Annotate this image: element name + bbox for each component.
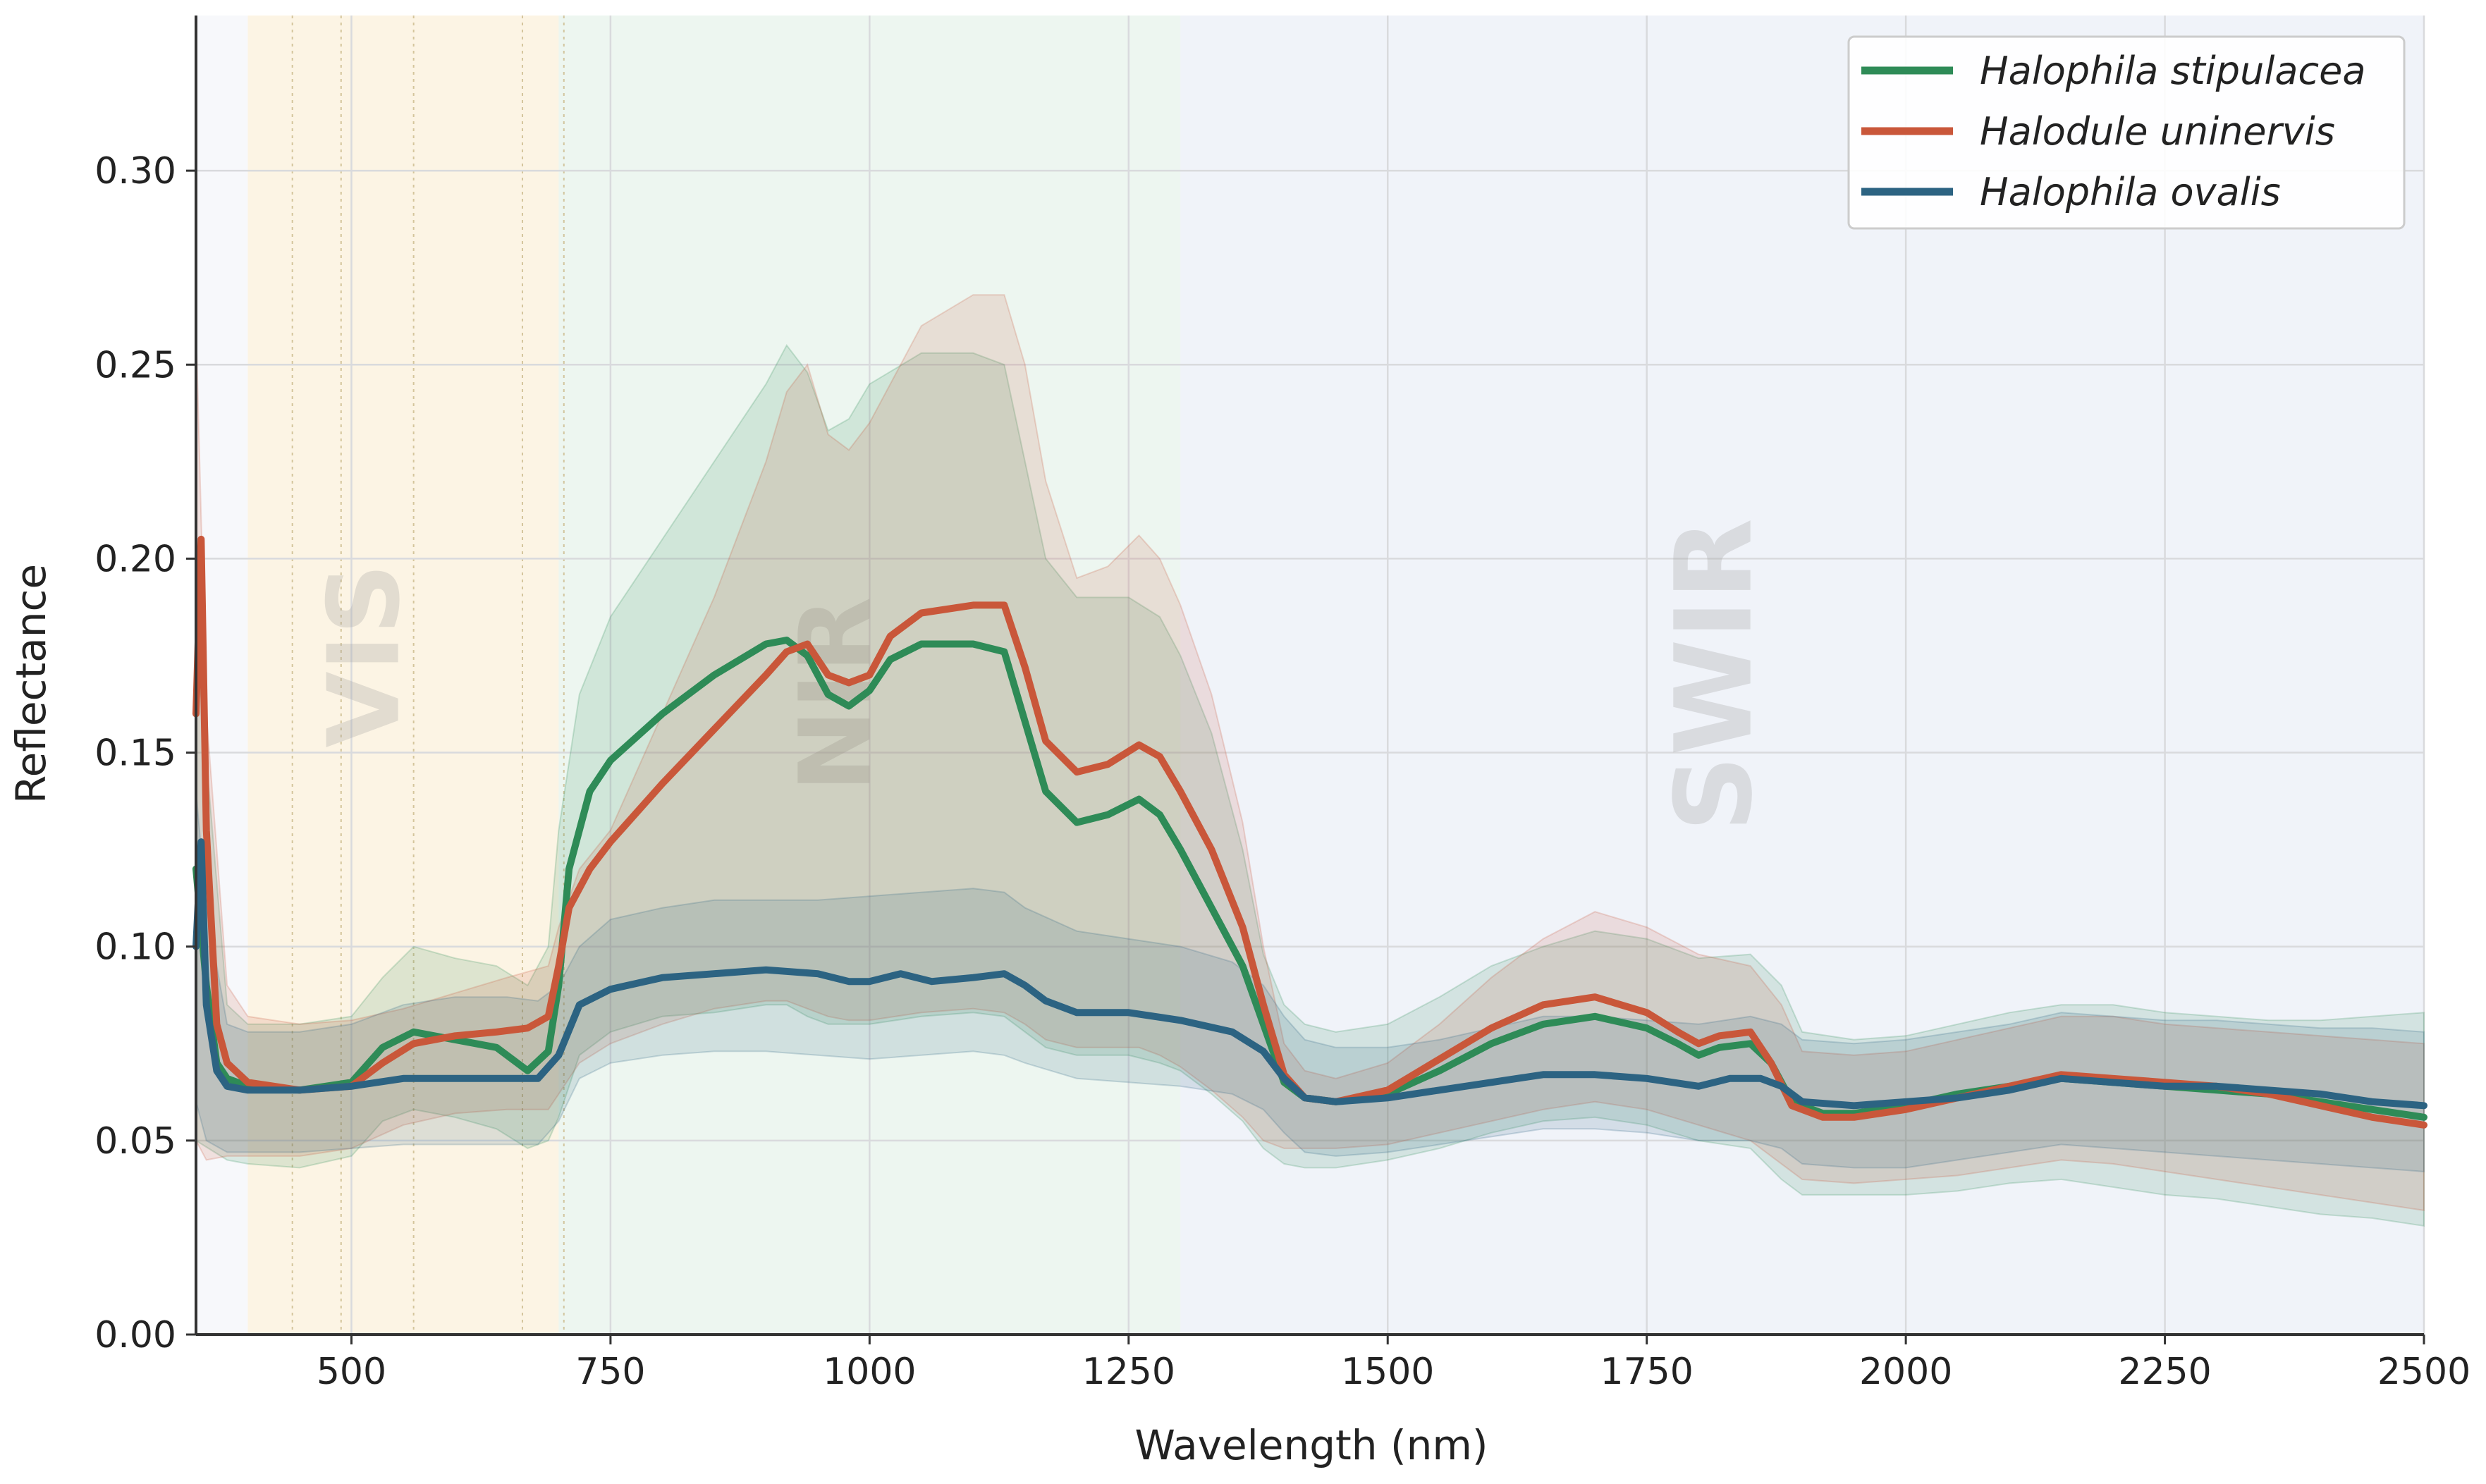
x-tick-label: 2500	[2377, 1351, 2470, 1393]
std-band-halophila-stipulacea	[195, 343, 2425, 1227]
region-label-swir: SWIR	[1653, 518, 1776, 832]
y-tick-label: 0.00	[94, 1314, 176, 1356]
region-label-vis: VIS	[307, 563, 422, 747]
x-tick-label: 2000	[1859, 1351, 1952, 1393]
x-tick-label: 1500	[1341, 1351, 1434, 1393]
legend: Halophila stipulacea Halodule uninervis Ha…	[1847, 35, 2406, 230]
legend-label-halophila-ovalis: Halophila ovalis	[1980, 170, 2281, 214]
x-tick-label: 1000	[823, 1351, 916, 1393]
std-band-halodule-uninervis	[195, 294, 2425, 1212]
region-label-layer: VIS NIR SWIR	[307, 518, 1776, 832]
series-line-halodule-uninervis	[192, 535, 2427, 1129]
y-tick-label: 0.30	[94, 150, 176, 192]
x-axis-label: Wavelength (nm)	[1134, 1421, 1488, 1469]
legend-label-halodule-uninervis: Halodule uninervis	[1980, 109, 2335, 154]
y-tick-label: 0.20	[94, 538, 176, 580]
axes-layer	[195, 16, 2424, 1336]
y-tick-label: 0.10	[94, 926, 176, 969]
region-vis	[247, 16, 559, 1335]
tick-layer: 500 750 1000 1250 1500 1750 2000 2250 2500 0.00 0.…	[94, 150, 2470, 1393]
std-band-halophila-ovalis	[195, 791, 2425, 1172]
legend-label-halophila-stipulacea: Halophila stipulacea	[1980, 49, 2365, 93]
x-tick-label: 500	[317, 1351, 386, 1393]
y-tick-label: 0.15	[94, 732, 176, 775]
series-line-halophila-ovalis	[192, 838, 2427, 1110]
std-band-layer	[195, 294, 2425, 1227]
region-label-nir: NIR	[778, 596, 893, 792]
y-tick-label: 0.05	[94, 1120, 176, 1163]
x-tick-label: 1250	[1082, 1351, 1175, 1393]
x-tick-label: 2250	[2118, 1351, 2211, 1393]
x-tick-label: 750	[575, 1351, 645, 1393]
y-tick-label: 0.25	[94, 344, 176, 386]
x-tick-label: 1750	[1600, 1351, 1694, 1393]
legend-frame	[1847, 35, 2406, 230]
y-axis-label: Reflectance	[7, 564, 55, 804]
series-line-layer	[192, 535, 2427, 1129]
series-line-halophila-stipulacea	[192, 637, 2427, 1121]
